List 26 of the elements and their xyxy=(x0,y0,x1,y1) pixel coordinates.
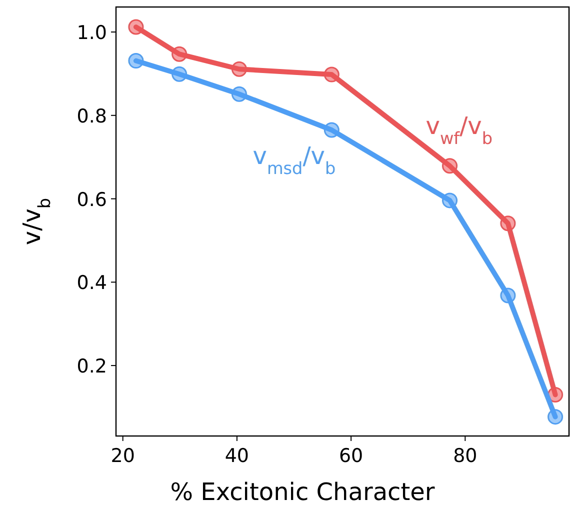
point xyxy=(128,53,144,69)
point xyxy=(500,216,516,232)
point xyxy=(231,86,247,102)
point xyxy=(442,192,458,208)
y-tick-label: 0.4 xyxy=(76,272,107,294)
point xyxy=(548,409,564,425)
y-tick-label: 1.0 xyxy=(76,22,107,44)
point xyxy=(172,66,188,82)
point xyxy=(442,158,458,174)
x-tick-label: 80 xyxy=(453,445,478,467)
point xyxy=(548,386,564,402)
point xyxy=(324,122,340,138)
x-tick-label: 60 xyxy=(338,445,364,467)
series-label: v$_{msd}$/v$_{b}$ xyxy=(252,142,336,178)
y-tick-label: 0.2 xyxy=(76,356,107,378)
series-label: v$_{wf}$/v$_{b}$ xyxy=(426,112,493,148)
y-tick-label: 0.8 xyxy=(76,105,107,128)
point xyxy=(172,46,188,62)
x-tick-label: 40 xyxy=(224,445,250,467)
point xyxy=(324,66,340,82)
point xyxy=(500,288,516,304)
x-axis-title: % Excitonic Character xyxy=(170,478,435,506)
point xyxy=(128,19,144,35)
y-tick-label: 0.6 xyxy=(76,188,107,211)
point xyxy=(231,61,247,77)
x-tick-label: 20 xyxy=(110,445,135,467)
